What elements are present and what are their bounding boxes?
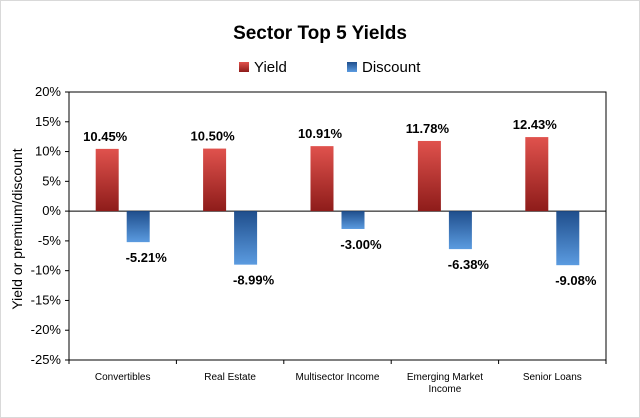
y-tick-label: 0%	[42, 203, 61, 218]
plot-frame	[68, 91, 607, 361]
x-tick-label: Emerging Market	[407, 372, 483, 383]
y-tick-label: -15%	[31, 292, 62, 307]
discount-data-label: -9.08%	[555, 273, 597, 288]
discount-bar	[448, 211, 472, 250]
yield-data-label: 10.91%	[298, 126, 343, 141]
x-tick-label: Convertibles	[95, 372, 151, 383]
yield-bar	[310, 146, 334, 212]
yield-bar	[95, 148, 119, 212]
yield-bar	[417, 140, 441, 212]
y-tick-label: -10%	[31, 263, 62, 278]
x-tick-label: Senior Loans	[523, 372, 582, 383]
chart-title: Sector Top 5 Yields	[233, 23, 407, 44]
yield-bar	[203, 148, 227, 212]
legend-label-discount: Discount	[362, 59, 421, 76]
yield-data-label: 10.45%	[83, 129, 128, 144]
y-axis-label: Yield or premium/discount	[9, 148, 25, 309]
x-tick-label: Multisector Income	[296, 372, 380, 383]
yield-data-label: 10.50%	[191, 129, 236, 144]
y-tick-label: 15%	[35, 114, 61, 129]
y-tick-label: -25%	[31, 352, 62, 367]
y-tick-label: -5%	[38, 233, 62, 248]
legend-swatch-yield	[239, 62, 249, 72]
discount-data-label: -6.38%	[448, 257, 490, 272]
discount-bar	[341, 211, 365, 229]
legend-swatch-discount	[347, 62, 357, 72]
legend: Yield Discount	[239, 59, 421, 76]
plot-area: 20% 15% 10% 5% 0% -5% -10% -15% -20% -25% 10.45% -5…	[31, 84, 607, 395]
discount-data-label: -3.00%	[340, 237, 382, 252]
y-tick-label: 10%	[35, 144, 61, 159]
legend-label-yield: Yield	[254, 59, 287, 76]
discount-data-label: -5.21%	[126, 250, 168, 265]
discount-data-label: -8.99%	[233, 273, 275, 288]
y-tick-label: -20%	[31, 322, 62, 337]
yield-data-label: 12.43%	[513, 117, 558, 132]
x-tick-label: Real Estate	[204, 372, 256, 383]
y-tick-label: 5%	[42, 173, 61, 188]
x-tick-label: Income	[429, 384, 462, 395]
y-tick-label: 20%	[35, 84, 61, 99]
yield-data-label: 11.78%	[406, 121, 450, 136]
yield-bar	[525, 137, 549, 212]
discount-bar	[556, 211, 580, 266]
discount-bar	[234, 211, 258, 265]
discount-bar	[126, 211, 150, 243]
